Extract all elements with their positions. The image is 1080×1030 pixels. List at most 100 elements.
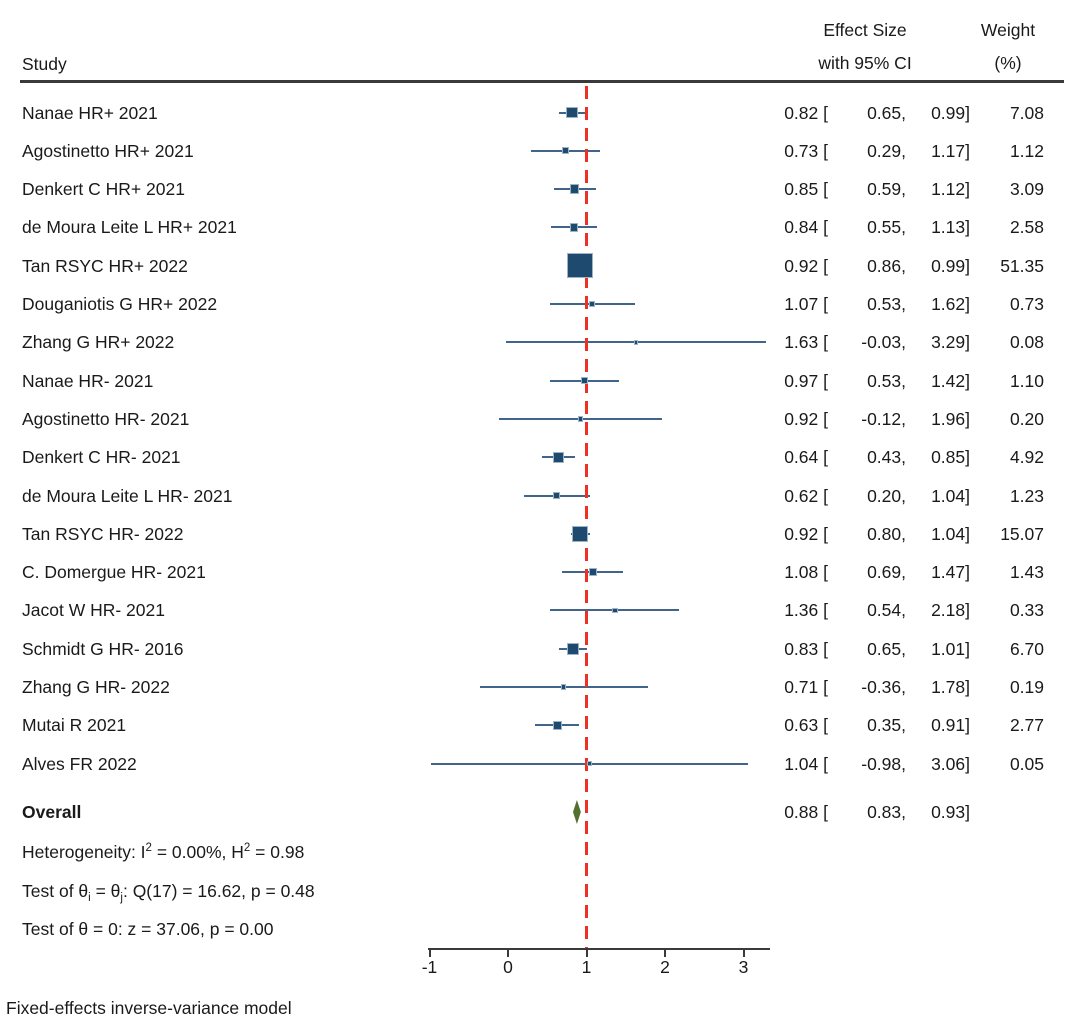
study-label: Zhang G HR- 2022 <box>22 677 170 697</box>
study-label: Mutai R 2021 <box>22 715 127 736</box>
weight-cell: 1.43 <box>1009 562 1044 583</box>
ci-lower-cell: 0.53, <box>867 294 906 314</box>
effect-size-header-line1: Effect Size <box>823 20 907 40</box>
effect-marker <box>566 106 579 119</box>
overall-diamond <box>573 800 581 824</box>
stat-text-segment: : Q(17) = 16.62, p = 0.48 <box>122 881 315 901</box>
ci-upper-cell: 1.04] <box>931 485 970 506</box>
estimate-cell: 0.92 [ <box>784 523 828 544</box>
stat-text-segment: = 0.98 <box>250 842 305 862</box>
overall-ci-lower-cell: 0.83, <box>867 802 906 822</box>
weight-cell: 15.07 <box>1000 523 1044 544</box>
estimate-cell: 0.85 [ <box>784 179 828 200</box>
ci-lower-cell: 0.80, <box>867 523 906 544</box>
study-row: Agostinetto HR- 2021 0.92 [-0.12, 1.96] 0.2… <box>0 400 1080 438</box>
ci-upper-cell: 2.18] <box>931 600 970 621</box>
effect-marker <box>553 491 561 500</box>
estimate-cell: 0.64 [ <box>784 447 828 468</box>
estimate-cell: 0.97 [ <box>784 370 828 391</box>
stat-text-segment: j <box>120 892 123 904</box>
study-label: Denkert C HR- 2021 <box>22 447 181 468</box>
effect-marker <box>569 222 579 232</box>
ci-lower-cell: -0.12, <box>861 408 906 429</box>
ci-lower-cell: 0.65, <box>867 102 906 123</box>
column-header-effect-size: Effect Size with 95% CI <box>770 14 960 80</box>
ci-upper-cell: 1.78] <box>931 677 970 697</box>
ci-lower-cell: 0.35, <box>867 715 906 736</box>
study-row: Douganiotis G HR+ 2022 1.07 [0.53, 1.62] 0.… <box>0 285 1080 323</box>
weight-cell: 2.58 <box>1009 217 1044 238</box>
study-label: Jacot W HR- 2021 <box>22 600 165 621</box>
estimate-cell: 1.07 [ <box>784 294 828 314</box>
effect-marker <box>567 252 593 279</box>
study-label: Agostinetto HR- 2021 <box>22 408 190 429</box>
ci-lower-cell: 0.20, <box>867 485 906 506</box>
x-axis-tick <box>742 950 745 957</box>
estimate-cell: 0.82 [ <box>784 102 828 123</box>
study-label: Agostinetto HR+ 2021 <box>22 140 194 161</box>
ci-lower-cell: 0.69, <box>867 562 906 583</box>
estimate-cell: 0.71 [ <box>784 677 828 697</box>
effect-marker <box>577 416 583 422</box>
reference-line <box>585 86 588 948</box>
study-label: de Moura Leite L HR+ 2021 <box>22 217 237 238</box>
model-note: Fixed-effects inverse-variance model <box>6 998 292 1018</box>
effect-size-header-line2: with 95% CI <box>818 53 912 73</box>
ci-upper-cell: 1.04] <box>931 523 970 544</box>
overall-label: Overall <box>22 802 82 822</box>
study-row: de Moura Leite L HR- 2021 0.62 [0.20, 1.04… <box>0 477 1080 515</box>
stat-text-segment: Test of θ = 0: z = 37.06, p = 0.00 <box>22 919 274 939</box>
ci-upper-cell: 0.91] <box>931 715 970 736</box>
study-row: Mutai R 2021 0.63 [0.35, 0.91] 2.77 <box>0 706 1080 744</box>
overall-ci-upper-cell: 0.93] <box>931 802 970 822</box>
study-label: Zhang G HR+ 2022 <box>22 332 175 353</box>
overall-row: Overall 0.88 [0.83, 0.93] <box>0 793 1080 831</box>
weight-cell: 0.08 <box>1009 332 1044 353</box>
ci-upper-cell: 1.96] <box>931 408 970 429</box>
estimate-cell: 0.73 [ <box>784 140 828 161</box>
weight-cell: 1.10 <box>1009 370 1044 391</box>
x-axis-tick-label: -1 <box>421 957 438 977</box>
ci-lower-cell: 0.43, <box>867 447 906 468</box>
study-row: Schmidt G HR- 2016 0.83 [0.65, 1.01] 6.70 <box>0 630 1080 668</box>
study-row: C. Domergue HR- 2021 1.08 [0.69, 1.47] 1.43 <box>0 553 1080 591</box>
weight-header-line2: (%) <box>994 53 1022 73</box>
ci-lower-cell: 0.55, <box>867 217 906 238</box>
study-label: Alves FR 2022 <box>22 753 137 774</box>
study-row: Nanae HR- 2021 0.97 [0.53, 1.42] 1.10 <box>0 362 1080 400</box>
study-label: Tan RSYC HR- 2022 <box>22 523 184 544</box>
study-label: C. Domergue HR- 2021 <box>22 562 206 583</box>
x-axis-tick <box>585 950 588 957</box>
ci-upper-cell: 3.06] <box>931 753 970 774</box>
study-row: Jacot W HR- 2021 1.36 [0.54, 2.18] 0.33 <box>0 591 1080 629</box>
ci-lower-cell: -0.36, <box>861 677 906 697</box>
weight-header-line1: Weight <box>980 20 1036 40</box>
stat-text-segment: i <box>88 892 91 904</box>
ci-lower-cell: 0.53, <box>867 370 906 391</box>
weight-cell: 6.70 <box>1009 638 1044 659</box>
effect-marker <box>561 147 569 155</box>
column-header-weight: Weight (%) <box>960 14 1056 80</box>
study-row: Agostinetto HR+ 2021 0.73 [0.29, 1.17] 1.12 <box>0 132 1080 170</box>
effect-marker <box>588 300 596 308</box>
study-row: Zhang G HR- 2022 0.71 [-0.36, 1.78] 0.19 <box>0 668 1080 706</box>
ci-lower-cell: 0.54, <box>867 600 906 621</box>
effect-marker <box>561 684 567 690</box>
weight-cell: 7.08 <box>1009 102 1044 123</box>
ci-upper-cell: 1.12] <box>931 179 970 200</box>
estimate-cell: 0.63 [ <box>784 715 828 736</box>
effect-marker <box>552 720 562 730</box>
header-rule <box>20 80 1064 83</box>
weight-cell: 51.35 <box>1000 255 1044 276</box>
study-label: Nanae HR+ 2021 <box>22 102 158 123</box>
ci-lower-cell: 0.65, <box>867 638 906 659</box>
study-label: Schmidt G HR- 2016 <box>22 638 184 659</box>
x-axis-tick-label: 3 <box>738 957 749 977</box>
study-row: Denkert C HR+ 2021 0.85 [0.59, 1.12] 3.09 <box>0 170 1080 208</box>
study-row: Nanae HR+ 2021 0.82 [0.65, 0.99] 7.08 <box>0 94 1080 132</box>
weight-cell: 0.73 <box>1009 294 1044 314</box>
stat-text-segment: = 0.00%, H <box>151 842 244 862</box>
estimate-cell: 1.08 [ <box>784 562 828 583</box>
weight-cell: 4.92 <box>1009 447 1044 468</box>
weight-cell: 0.33 <box>1009 600 1044 621</box>
